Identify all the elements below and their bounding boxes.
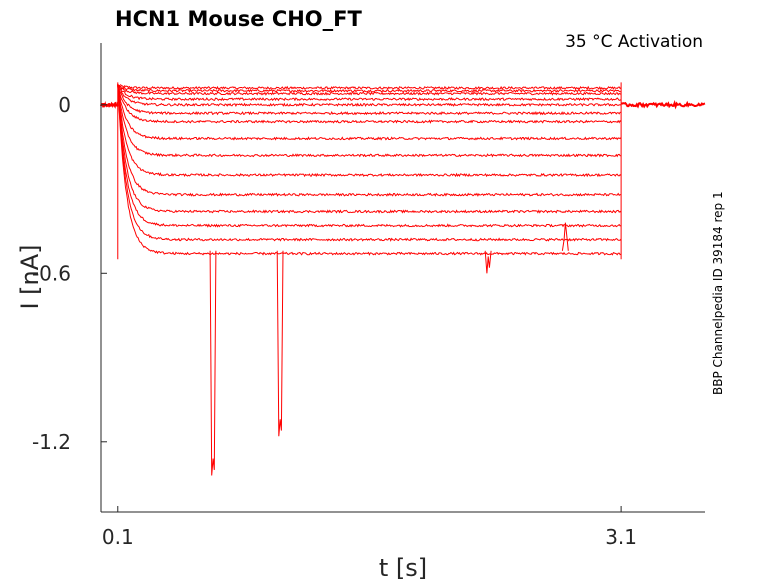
- trace-sweep: [117, 84, 622, 96]
- chart-title: HCN1 Mouse CHO_FT: [115, 7, 362, 31]
- side-label: BBP Channelpedia ID 39184 rep 1: [711, 191, 725, 395]
- trace-sweep: [117, 84, 622, 90]
- baseline-post: [620, 100, 706, 110]
- y-tick-label: -1.2: [32, 430, 71, 454]
- trace-sweep: [117, 84, 622, 93]
- chart-subtitle: 35 °C Activation: [565, 32, 703, 52]
- artifact-spike: [484, 250, 492, 274]
- trace-sweep: [117, 84, 622, 116]
- artifact-spike: [209, 250, 217, 476]
- trace-sweep: [117, 84, 622, 102]
- trace-sweep: [117, 84, 622, 214]
- baseline-pre: [100, 100, 119, 109]
- x-tick-label: 3.1: [605, 525, 637, 549]
- trace-sweep: [117, 84, 622, 108]
- y-axis-label: I [nA]: [16, 244, 44, 309]
- trace-sweep: [117, 85, 622, 242]
- trace-sweep: [117, 85, 622, 178]
- trace-sweep: [117, 84, 622, 158]
- trace-sweep: [117, 84, 622, 141]
- trace-sweep: [117, 84, 622, 197]
- artifact-spike: [561, 222, 569, 251]
- traces: [100, 82, 706, 476]
- y-tick-label: 0: [58, 93, 71, 117]
- y-tick-label: -0.6: [32, 261, 71, 285]
- ticks: 0.1 3.1 0 -0.6 -1.2: [32, 93, 637, 549]
- artifact-spike: [276, 250, 284, 437]
- x-axis-label: t [s]: [379, 554, 427, 582]
- plot-area: 0.1 3.1 0 -0.6 -1.2: [32, 43, 706, 549]
- x-tick-label: 0.1: [102, 525, 134, 549]
- trace-sweep: [117, 85, 622, 228]
- trace-sweep: [117, 85, 622, 124]
- trace-sweep: [117, 84, 622, 256]
